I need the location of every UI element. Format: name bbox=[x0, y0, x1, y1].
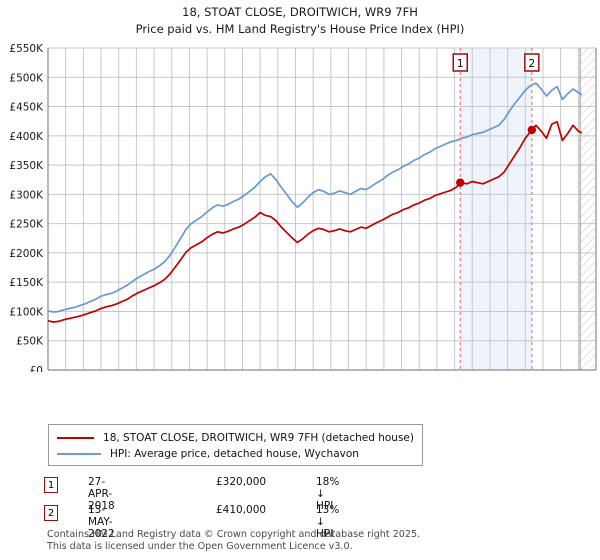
svg-text:£0: £0 bbox=[30, 365, 43, 372]
svg-text:£200K: £200K bbox=[9, 248, 44, 260]
svg-text:£500K: £500K bbox=[9, 72, 44, 84]
legend-item-price: 18, STOAT CLOSE, DROITWICH, WR9 7FH (det… bbox=[57, 430, 414, 446]
svg-text:1: 1 bbox=[457, 58, 464, 70]
svg-text:£450K: £450K bbox=[9, 102, 44, 114]
footer-line-1: Contains HM Land Registry data © Crown c… bbox=[47, 529, 421, 540]
transaction-delta-1: 18% ↓ HPI bbox=[316, 476, 340, 512]
page-subtitle: Price paid vs. HM Land Registry's House … bbox=[135, 22, 465, 36]
transaction-marker-1: 1 bbox=[44, 477, 58, 493]
svg-text:£300K: £300K bbox=[9, 189, 44, 201]
svg-text:£550K: £550K bbox=[9, 43, 44, 55]
transaction-date-2: 13-MAY-2022 bbox=[88, 504, 115, 540]
legend-swatch-price bbox=[57, 437, 95, 439]
chart-legend: 18, STOAT CLOSE, DROITWICH, WR9 7FH (det… bbox=[48, 424, 423, 466]
transaction-price-1: £320,000 bbox=[216, 476, 267, 488]
transaction-price-2: £410,000 bbox=[216, 504, 267, 516]
transaction-delta-2: 13% ↓ HPI bbox=[316, 504, 340, 540]
footer-attribution: Contains HM Land Registry data © Crown c… bbox=[47, 529, 587, 552]
page-title: 18, STOAT CLOSE, DROITWICH, WR9 7FH bbox=[182, 5, 418, 19]
transaction-date-1: 27-APR-2018 bbox=[88, 476, 115, 512]
transaction-dots bbox=[456, 125, 537, 187]
svg-text:£250K: £250K bbox=[9, 219, 44, 231]
svg-text:£350K: £350K bbox=[9, 160, 44, 172]
legend-label-hpi: HPI: Average price, detached house, Wych… bbox=[110, 448, 359, 460]
svg-text:£400K: £400K bbox=[9, 131, 44, 143]
chart-title-block: 18, STOAT CLOSE, DROITWICH, WR9 7FH Pric… bbox=[0, 4, 600, 38]
legend-label-price: 18, STOAT CLOSE, DROITWICH, WR9 7FH (det… bbox=[103, 432, 414, 444]
price-hpi-line-chart: £0 £50K £100K £150K £200K £250K £300K £350K £400… bbox=[9, 43, 597, 372]
legend-swatch-hpi bbox=[57, 453, 101, 455]
footer-line-2: This data is licensed under the Open Gov… bbox=[47, 540, 353, 552]
svg-text:£100K: £100K bbox=[9, 306, 44, 318]
svg-text:£150K: £150K bbox=[9, 277, 44, 289]
transaction-row[interactable]: 2 13-MAY-2022 £410,000 13% ↓ HPI bbox=[44, 504, 339, 540]
transaction-row[interactable]: 1 27-APR-2018 £320,000 18% ↓ HPI bbox=[44, 476, 339, 512]
series-lines bbox=[47, 82, 583, 323]
transaction-marker-2: 2 bbox=[44, 505, 58, 521]
y-axis-labels: £0 £50K £100K £150K £200K £250K £300K £350K £400… bbox=[9, 43, 44, 372]
chart-area: £0 £50K £100K £150K £200K £250K £300K £350K £400… bbox=[0, 42, 600, 372]
svg-text:£50K: £50K bbox=[16, 336, 44, 348]
svg-text:2: 2 bbox=[528, 58, 535, 70]
forecast-hatch-region bbox=[579, 48, 596, 370]
legend-item-hpi: HPI: Average price, detached house, Wych… bbox=[57, 446, 414, 462]
